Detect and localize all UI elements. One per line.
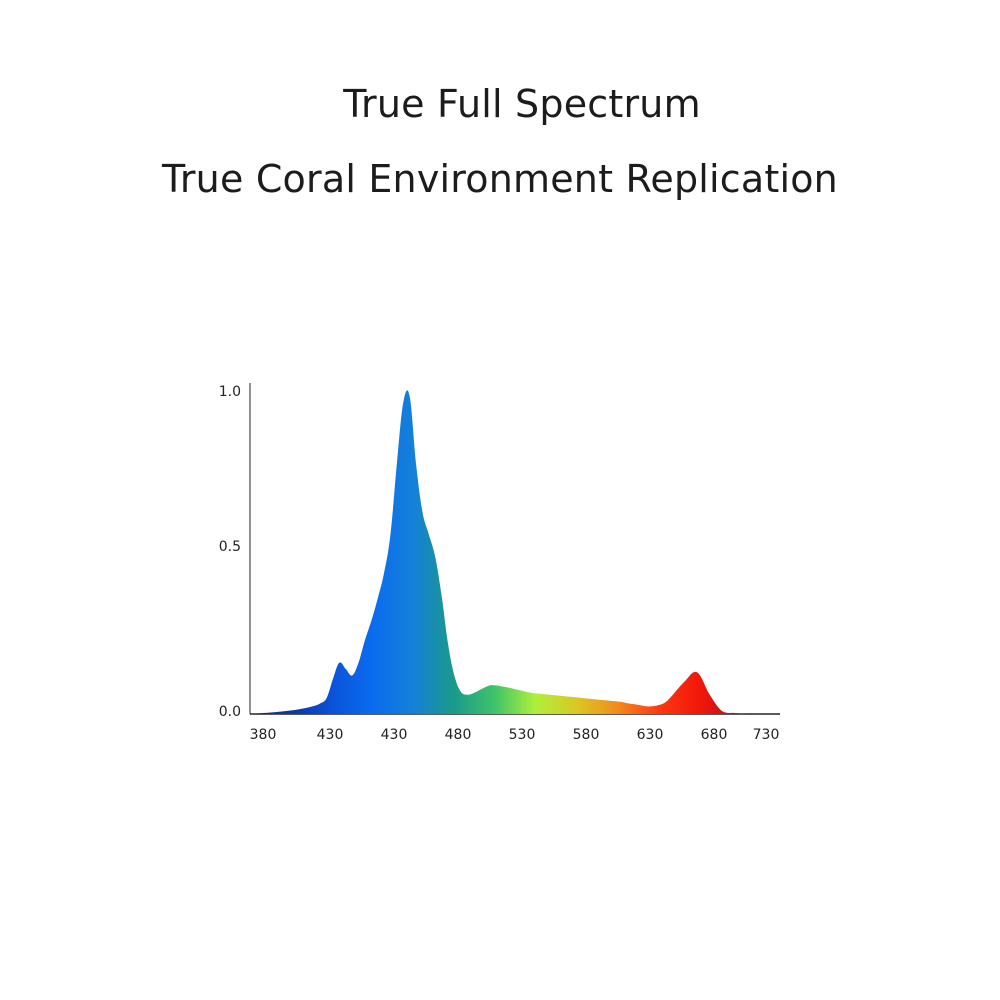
x-tick-label: 730 <box>753 727 780 743</box>
x-tick-label: 430 <box>317 727 344 743</box>
headline-line-2: True Coral Environment Replication <box>162 157 838 201</box>
chart-area-layer <box>250 390 749 714</box>
y-tick-label: 1.0 <box>219 384 241 400</box>
headline-line-1: True Full Spectrum <box>343 82 701 126</box>
x-tick-label: 680 <box>701 727 728 743</box>
x-tick-label: 630 <box>637 727 664 743</box>
chart-ticks: 380 430 430 480 530 580 630 680 730 1.0 0.5 0.0 <box>219 384 780 743</box>
chart-axes <box>249 383 780 715</box>
spectrum-area <box>250 390 749 714</box>
x-tick-label: 530 <box>509 727 536 743</box>
y-tick-label: 0.0 <box>219 704 241 720</box>
x-tick-label: 380 <box>250 727 277 743</box>
x-tick-label: 480 <box>445 727 472 743</box>
y-tick-label: 0.5 <box>219 539 241 555</box>
x-tick-label: 580 <box>573 727 600 743</box>
x-tick-label: 430 <box>381 727 408 743</box>
